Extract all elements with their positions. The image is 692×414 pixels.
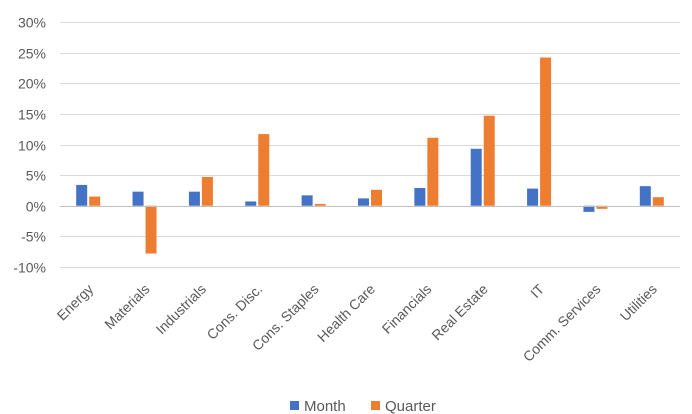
x-tick-label: Financials [379,281,435,337]
bars [76,57,664,254]
x-tick-label: Industrials [153,281,209,337]
y-tick-label: 15% [18,107,46,123]
bar-month [527,188,539,206]
bar-quarter [258,134,270,206]
legend: Month Quarter [290,398,436,414]
bar-month [301,195,313,206]
y-tick-label: 5% [26,168,46,184]
x-tick-label: Utilities [617,281,660,324]
y-tick-label: 25% [18,46,46,62]
bar-quarter [371,189,382,206]
y-tick-label: -10% [13,260,46,276]
bar-month [470,148,482,206]
legend-swatch-quarter [371,401,380,410]
legend-label-quarter: Quarter [385,398,436,414]
bar-quarter [89,196,101,206]
bar-month [245,201,257,206]
bar-month [76,184,88,206]
bar-quarter [314,203,326,206]
y-tick-label: -5% [21,229,46,245]
bar-quarter [483,115,495,206]
x-tick-label: Materials [101,281,152,332]
bar-quarter [427,137,439,206]
legend-swatch-month [290,401,299,410]
bar-quarter [540,57,552,206]
y-tick-label: 20% [18,76,46,92]
y-tick-label: 30% [18,15,46,31]
bar-month [639,186,651,206]
x-tick-label: Cons. Disc. [203,281,265,343]
x-tick-label: Real Estate [428,281,491,344]
bar-month [132,191,144,206]
bar-quarter [652,197,664,206]
bar-month [414,187,426,206]
bar-quarter [596,205,608,209]
bar-month [188,191,200,206]
x-tick-label: Health Care [314,281,378,345]
bar-month [358,198,369,206]
bar-quarter [145,205,157,254]
bar-month [583,205,595,212]
x-tick-label: Energy [54,281,97,324]
y-tick-label: 0% [26,199,46,215]
bar-quarter [201,176,213,206]
y-tick-label: 10% [18,138,46,154]
legend-label-month: Month [304,398,346,414]
x-tick-label: IT [527,280,547,300]
y-axis: 30% 25% 20% 15% 10% 5% 0% -5% -10% [13,15,46,276]
